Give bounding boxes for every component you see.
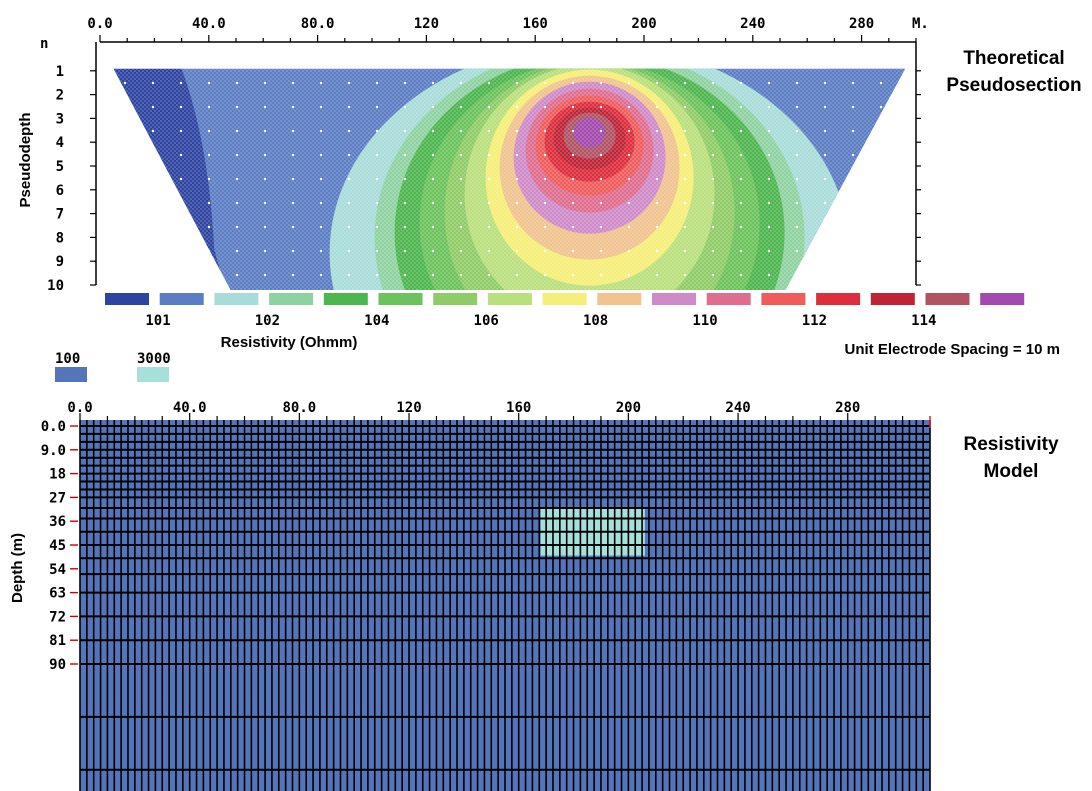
y-tick-label: 1 [56,64,64,80]
legend-label: 104 [364,313,389,329]
y-tick-label: 7 [56,207,64,223]
resistivity-legend [105,293,1024,305]
y-tick-label: 3 [56,111,64,127]
pseudosection-y-header: n [40,36,48,52]
legend-label: 106 [474,313,499,329]
pseudosection-x-unit: M. [912,16,929,32]
electrode-spacing-note: Unit Electrode Spacing = 10 m [845,341,1060,358]
y-tick-label: 8 [56,230,64,246]
model-y-tick-label: 9.0 [41,443,66,459]
model-y-tick-label: 36 [49,514,66,530]
x-tick-label: 0.0 [87,16,112,32]
legend-label: 102 [255,313,280,329]
legend-swatch [707,293,751,305]
legend-swatch [269,293,313,305]
y-tick-label: 9 [56,254,64,270]
model-y-tick-label: 45 [49,538,66,554]
legend-swatch [980,293,1024,305]
x-tick-label: 120 [414,16,439,32]
model-title: Resistivity Model [963,434,1058,482]
resistivity-model-plot [80,416,930,791]
legend-swatch [761,293,805,305]
model-y-tick-label: 81 [49,633,66,649]
model-y-tick-label: 27 [49,490,66,506]
y-tick-label: 6 [56,183,64,199]
model-legend-label: 3000 [137,351,171,367]
legend-swatch [160,293,204,305]
pseudosection-x-axis: 0.0 40.0 80.0 120 160 200 240 280 [87,16,916,42]
legend-label: 108 [583,313,608,329]
legend-swatch [379,293,423,305]
model-ylabel: Depth (m) [9,533,26,603]
pseudosection-title-line-2: Pseudosection [946,75,1081,96]
legend-swatch [105,293,149,305]
legend-swatch [324,293,368,305]
y-tick-label: 2 [56,88,64,104]
model-y-tick-label: 54 [49,562,66,578]
model-title-line-2: Model [984,461,1039,482]
model-y-tick-label: 0.0 [41,419,66,435]
model-y-tick-label: 18 [49,467,66,483]
y-tick-label: 4 [56,135,64,151]
legend-swatch [433,293,477,305]
model-legend: 100 3000 [55,351,171,382]
x-tick-label: 160 [523,16,548,32]
legend-swatch [652,293,696,305]
resistivity-legend-labels: 101 102 104 106 108 110 112 114 [145,313,936,329]
model-legend-swatch [55,367,87,382]
x-tick-label: 280 [849,16,874,32]
legend-label: 112 [802,313,827,329]
x-tick-label: 200 [631,16,656,32]
legend-label: 114 [911,313,936,329]
model-y-axis: 0.0 9.0 18 27 36 45 54 63 72 81 90 [41,419,78,673]
legend-swatch [926,293,970,305]
x-tick-label: 40.0 [192,16,226,32]
model-y-tick-label: 90 [49,657,66,673]
y-tick-label: 5 [56,159,64,175]
model-title-line-1: Resistivity [963,434,1058,455]
model-x-axis: 0.0 40.0 80.0 120 160 200 240 280 [67,400,902,420]
model-y-tick-label: 72 [49,609,66,625]
model-legend-label: 100 [55,351,80,367]
legend-swatch [488,293,532,305]
legend-label: 101 [145,313,170,329]
legend-swatch [871,293,915,305]
x-tick-label: 240 [740,16,765,32]
pseudosection-y-axis: 1 2 3 4 5 6 7 8 9 10 [47,42,96,294]
pseudosection-title: Theoretical Pseudosection [946,48,1081,96]
legend-swatch [214,293,258,305]
legend-title: Resistivity (Ohmm) [221,334,358,351]
pseudosection-ylabel: Pseudodepth [17,112,34,207]
pseudosection-title-line-1: Theoretical [963,48,1064,69]
y-tick-label: 10 [47,278,64,294]
x-tick-label: 80.0 [301,16,335,32]
legend-swatch [543,293,587,305]
legend-label: 110 [692,313,717,329]
model-y-tick-label: 63 [49,586,66,602]
legend-swatch [816,293,860,305]
model-legend-swatch [137,367,169,382]
legend-swatch [597,293,641,305]
